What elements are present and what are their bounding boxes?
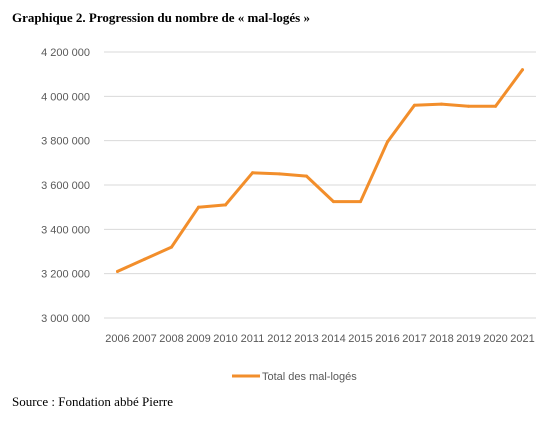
data-point <box>332 200 335 204</box>
grid-lines <box>104 51 536 319</box>
x-tick-label: 2008 <box>159 333 183 345</box>
data-point <box>440 102 443 106</box>
x-tick-label: 2019 <box>456 333 480 345</box>
legend: Total des mal-logés <box>232 371 357 383</box>
x-tick-label: 2006 <box>105 333 129 345</box>
series-line <box>116 68 524 273</box>
data-point <box>494 104 497 108</box>
data-point <box>143 257 146 261</box>
series-group <box>116 68 524 273</box>
x-tick-label: 2010 <box>213 333 237 345</box>
x-tick-label: 2017 <box>402 333 426 345</box>
y-tick-label: 3 400 000 <box>41 224 90 236</box>
data-point <box>224 203 227 207</box>
y-tick-label: 4 000 000 <box>41 91 90 103</box>
x-axis-ticks: 2006 2007 2008 2009 2010 2011 2012 2013 2014 2015… <box>105 333 534 345</box>
data-point <box>305 174 308 178</box>
data-point <box>359 200 362 204</box>
x-tick-label: 2014 <box>321 333 345 345</box>
data-point <box>170 245 173 249</box>
data-point <box>521 68 524 72</box>
y-tick-label: 3 000 000 <box>41 313 90 325</box>
data-point <box>197 205 200 209</box>
x-tick-label: 2012 <box>267 333 291 345</box>
y-tick-label: 3 800 000 <box>41 136 90 148</box>
data-point <box>251 171 254 175</box>
data-point <box>278 172 281 176</box>
data-point <box>116 269 119 273</box>
y-tick-label: 4 200 000 <box>41 47 90 59</box>
x-tick-label: 2020 <box>483 333 507 345</box>
x-tick-label: 2016 <box>375 333 399 345</box>
data-point <box>413 103 416 107</box>
chart-title: Graphique 2. Progression du nombre de « … <box>12 10 310 25</box>
x-tick-label: 2018 <box>429 333 453 345</box>
data-point <box>386 140 389 144</box>
y-tick-label: 3 200 000 <box>41 269 90 281</box>
data-point <box>467 104 470 108</box>
x-tick-label: 2007 <box>132 333 156 345</box>
x-tick-label: 2015 <box>348 333 372 345</box>
y-tick-label: 3 600 000 <box>41 180 90 192</box>
x-tick-label: 2009 <box>186 333 210 345</box>
legend-label: Total des mal-logés <box>262 371 357 383</box>
x-tick-label: 2021 <box>510 333 534 345</box>
x-tick-label: 2013 <box>294 333 318 345</box>
source-note: Source : Fondation abbé Pierre <box>12 394 174 409</box>
y-axis-ticks: 3 000 000 3 200 000 3 400 000 3 600 000 3 80… <box>41 47 90 325</box>
x-tick-label: 2011 <box>241 333 265 345</box>
